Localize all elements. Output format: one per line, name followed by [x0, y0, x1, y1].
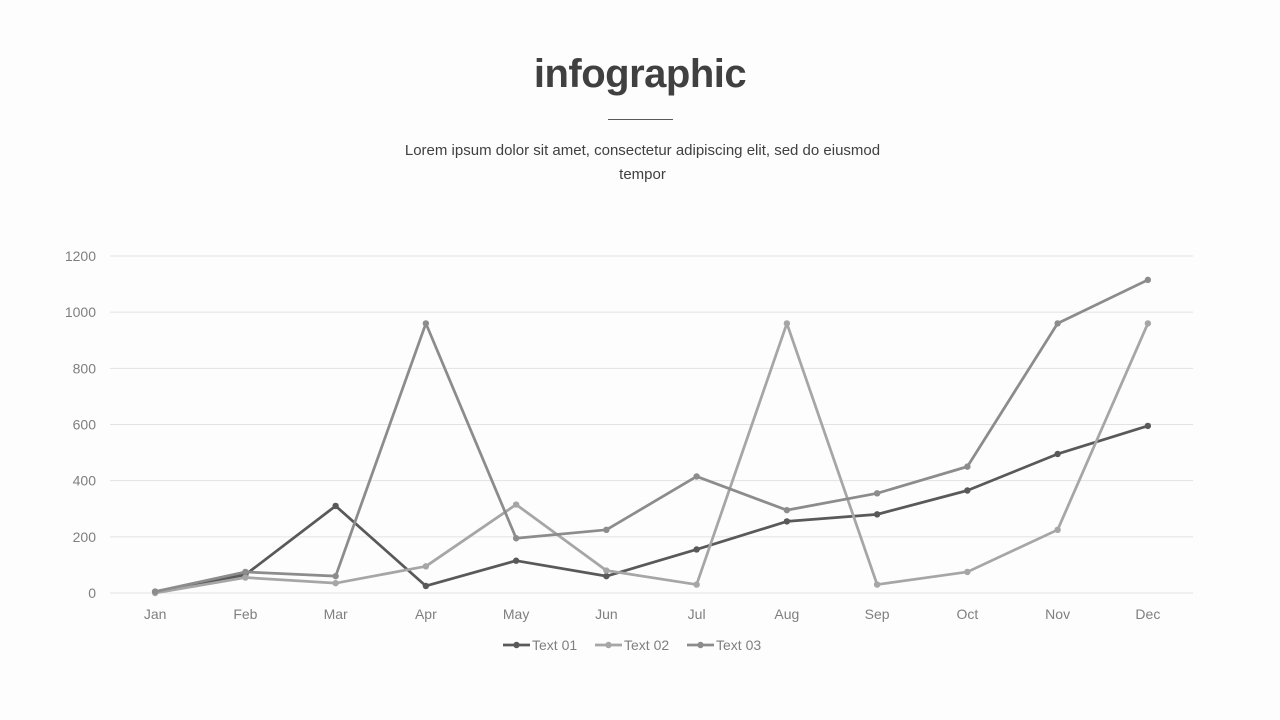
data-point: [693, 473, 700, 480]
data-point: [1144, 276, 1152, 284]
data-point: [332, 572, 339, 580]
x-tick-label: Jan: [144, 606, 167, 622]
data-point: [242, 574, 249, 581]
x-tick-label: Feb: [233, 606, 257, 622]
legend-swatch-marker: [697, 641, 704, 649]
data-point: [1054, 450, 1061, 458]
legend-swatch-marker: [513, 641, 520, 649]
data-point: [964, 463, 971, 470]
data-point: [873, 581, 881, 588]
data-point: [512, 501, 520, 508]
title-divider: [608, 119, 673, 120]
data-point: [964, 568, 971, 576]
legend-swatch-marker: [605, 641, 612, 649]
legend-item: Text 03: [687, 637, 761, 653]
x-tick-label: Mar: [324, 606, 348, 622]
data-point: [512, 535, 520, 542]
y-axis-labels: 0 200 400 600 800 1000 1200: [65, 248, 96, 601]
data-point: [332, 579, 339, 587]
data-point: [693, 581, 700, 588]
data-point: [1144, 320, 1152, 327]
y-tick-label: 1000: [65, 304, 96, 320]
x-tick-label: Apr: [415, 606, 437, 622]
data-point: [783, 506, 791, 514]
gridlines: [110, 255, 1193, 594]
series-line: [153, 322, 1150, 595]
series-line: [153, 424, 1150, 593]
y-tick-label: 400: [73, 473, 97, 489]
legend-item: Text 01: [503, 637, 577, 653]
y-tick-label: 200: [73, 529, 97, 545]
data-point: [873, 511, 881, 518]
x-tick-label: Sep: [865, 606, 890, 622]
y-tick-label: 600: [73, 417, 97, 433]
data-point: [332, 502, 339, 510]
x-tick-label: Aug: [774, 606, 799, 622]
data-point: [873, 490, 881, 497]
legend-label: Text 01: [532, 637, 577, 653]
legend-item: Text 02: [595, 637, 669, 653]
data-point: [783, 320, 791, 327]
x-tick-label: May: [503, 606, 529, 622]
series-2: [151, 320, 1152, 597]
series-line: [153, 278, 1150, 593]
data-point: [603, 572, 610, 580]
legend-label: Text 03: [716, 637, 761, 653]
data-point: [422, 582, 430, 590]
y-tick-label: 0: [88, 585, 96, 601]
data-point: [1054, 320, 1061, 327]
legend-label: Text 02: [624, 637, 669, 653]
x-tick-label: Jul: [688, 606, 706, 622]
data-point: [693, 546, 700, 553]
data-point: [603, 567, 610, 574]
data-point: [1054, 526, 1061, 534]
x-tick-label: Jun: [595, 606, 618, 622]
x-tick-label: Nov: [1045, 606, 1070, 622]
data-point: [422, 320, 430, 327]
data-point: [422, 563, 430, 570]
y-tick-label: 1200: [65, 248, 96, 264]
x-tick-label: Dec: [1135, 606, 1160, 622]
data-point: [964, 487, 971, 494]
data-point: [1144, 422, 1152, 430]
page-subtitle: Lorem ipsum dolor sit amet, consectetur …: [404, 142, 881, 183]
legend: Text 01 Text 02 Text 03: [503, 637, 761, 653]
data-point: [151, 588, 159, 595]
y-tick-label: 800: [73, 360, 97, 376]
page-title: infographic: [533, 52, 747, 96]
x-axis-labels: Jan Feb Mar Apr May Jun Jul Aug Sep Oct Nov Dec: [144, 606, 1160, 622]
data-point: [603, 526, 610, 534]
data-point: [783, 518, 791, 525]
series-lines: [151, 276, 1152, 597]
data-point: [512, 557, 520, 564]
series-3: [151, 276, 1152, 595]
data-point: [242, 568, 249, 576]
x-tick-label: Oct: [956, 606, 978, 622]
series-1: [151, 422, 1152, 595]
